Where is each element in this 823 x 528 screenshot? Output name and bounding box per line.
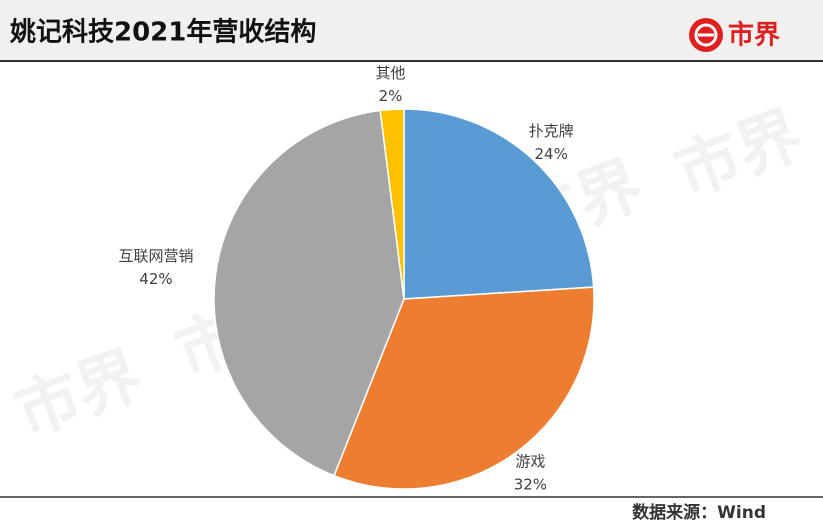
value-label: 2% [379,87,403,105]
header-band [0,0,823,60]
pie-slice [213,109,405,477]
pie-slice [333,286,595,490]
watermark: 市界 [6,338,152,451]
slice-label: 其他 [375,64,405,82]
slice-label: 互联网营销 [118,247,193,265]
logo-icon-ring [694,23,718,47]
source: 数据来源：Wind [632,502,766,523]
value-label: 42% [139,270,172,288]
pie-slice [379,108,405,300]
slice-label: 游戏 [515,452,545,470]
value-label: 32% [514,475,547,493]
watermark: 市界 [666,98,812,211]
slice-label: 扑克牌 [529,122,574,140]
pie: 扑克牌 24% 游戏 32% 互联网营销 42% 其他 2% [118,64,595,493]
logo-text: 市界 [728,20,780,51]
value-label: 24% [535,145,568,163]
chart-title: 姚记科技2021年营收结构 [9,17,316,48]
pie-slice [403,108,595,300]
